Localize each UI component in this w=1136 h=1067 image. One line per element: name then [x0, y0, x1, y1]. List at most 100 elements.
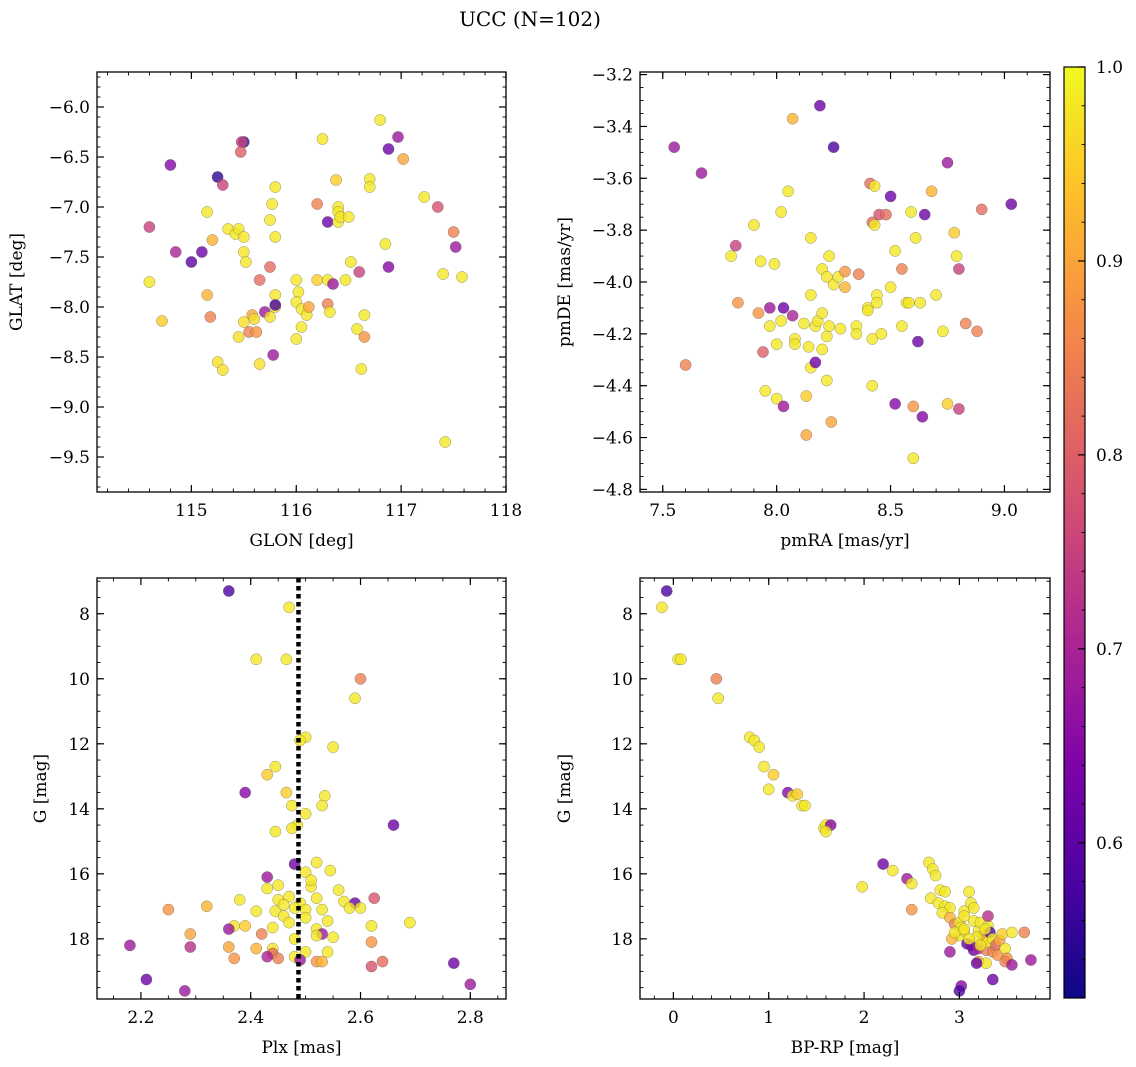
- scatter-point: [820, 825, 832, 838]
- scatter-point: [880, 208, 892, 221]
- scatter-point: [799, 799, 811, 812]
- scatter-point: [839, 265, 851, 278]
- scatter-point: [770, 338, 783, 351]
- scatter-point: [354, 902, 367, 914]
- scatter-point: [971, 325, 983, 338]
- y-tick-label: −9.0: [49, 398, 90, 418]
- x-tick-label: 2.4: [237, 1008, 264, 1028]
- scatter-point: [269, 289, 282, 301]
- scatter-point: [222, 941, 235, 953]
- scatter-point: [272, 952, 285, 965]
- scatter-point: [250, 905, 263, 918]
- scatter-point: [295, 321, 308, 333]
- scatter-point: [316, 955, 328, 968]
- scatter-point: [382, 143, 395, 155]
- scatter-point: [437, 268, 449, 280]
- scatter-point: [382, 261, 395, 273]
- scatter-point: [656, 601, 668, 614]
- colorbar-tick-label: 1.0: [1096, 58, 1123, 78]
- scatter-point: [963, 885, 975, 898]
- y-axis-label: G [mag]: [555, 754, 575, 823]
- scatter-point: [272, 879, 285, 892]
- scatter-point: [970, 957, 983, 970]
- scatter-point: [344, 256, 357, 268]
- x-tick-label: 2.6: [347, 1008, 374, 1028]
- scatter-point: [169, 246, 182, 258]
- scatter-point: [374, 114, 387, 126]
- scatter-point: [827, 141, 840, 154]
- scatter-point: [264, 214, 276, 226]
- scatter-point: [884, 281, 897, 294]
- y-tick-label: 14: [611, 800, 633, 820]
- scatter-point: [358, 309, 371, 321]
- scatter-point: [804, 232, 817, 244]
- x-axis-label: GLON [deg]: [249, 531, 353, 551]
- scatter-point: [250, 942, 263, 955]
- scatter-point: [871, 296, 883, 309]
- scatter-point: [866, 333, 879, 345]
- scatter-point: [449, 241, 462, 253]
- major-ticks: [640, 578, 1050, 999]
- y-tick-label: 12: [611, 735, 633, 755]
- scatter-point: [332, 884, 345, 896]
- scatter-point: [884, 190, 897, 203]
- colorbar-tick-label: 0.6: [1096, 834, 1123, 854]
- scatter-point: [222, 923, 235, 935]
- x-tick-label: 115: [175, 501, 207, 521]
- scatter-point: [763, 302, 776, 314]
- scatter-point: [996, 928, 1009, 940]
- scatter-point: [909, 232, 922, 244]
- panel-pmra-pmde: 7.5 8.0 8.5 9.0 −4.8 −4.6 −4.4 −4.2 −4.0 −3.8 −3.6…: [555, 66, 1051, 551]
- scatter-point: [124, 939, 136, 952]
- scatter-point: [679, 359, 692, 371]
- scatter-points: [668, 99, 1018, 465]
- y-tick-label: −4.6: [592, 429, 633, 449]
- scatter-point: [877, 858, 889, 870]
- scatter-point: [866, 379, 879, 392]
- scatter-point: [365, 936, 378, 948]
- scatter-point: [929, 869, 942, 882]
- y-tick-label: −3.8: [592, 221, 633, 241]
- scatter-point: [269, 299, 282, 311]
- scatter-point: [387, 819, 400, 831]
- scatter-point: [809, 356, 822, 369]
- scatter-point: [184, 928, 197, 940]
- x-tick-label: 2.8: [457, 1008, 484, 1028]
- scatter-point: [299, 946, 312, 958]
- scatter-point: [261, 871, 274, 883]
- scatter-point: [953, 263, 965, 275]
- x-tick-label: 2: [859, 1008, 870, 1028]
- scatter-point: [206, 234, 219, 246]
- scatter-point: [975, 203, 988, 216]
- scatter-point: [825, 416, 838, 428]
- scatter-point: [1006, 926, 1018, 939]
- minor-ticks: [97, 578, 506, 999]
- y-tick-label: 18: [611, 930, 633, 950]
- scatter-point: [791, 788, 804, 801]
- scatter-point: [775, 206, 788, 218]
- scatter-point: [939, 885, 951, 898]
- scatter-point: [316, 799, 328, 812]
- scatter-point: [253, 274, 266, 286]
- scatter-point: [802, 340, 815, 353]
- scatter-point: [397, 153, 410, 165]
- scatter-point: [896, 320, 908, 332]
- scatter-point: [264, 311, 276, 323]
- scatter-point: [918, 208, 931, 221]
- scatter-point: [323, 306, 336, 318]
- scatter-point: [447, 226, 460, 238]
- scatter-point: [959, 317, 972, 330]
- x-tick-label: 3: [954, 1008, 965, 1028]
- scatter-point: [786, 309, 799, 322]
- y-tick-label: −3.4: [592, 117, 633, 137]
- scatter-point: [280, 786, 293, 799]
- panel-glon-glat: 115 116 117 118 −9.5 −9.0 −8.5 −8.0 −7.5 −7.0 −6.5…: [7, 71, 522, 551]
- scatter-point: [184, 941, 197, 953]
- scatter-point: [392, 131, 404, 143]
- y-axis-label: pmDE [mas/yr]: [555, 217, 575, 347]
- scatter-point: [355, 363, 368, 375]
- scatter-point: [958, 910, 971, 922]
- scatter-point: [1005, 198, 1018, 211]
- scatter-point: [868, 219, 881, 231]
